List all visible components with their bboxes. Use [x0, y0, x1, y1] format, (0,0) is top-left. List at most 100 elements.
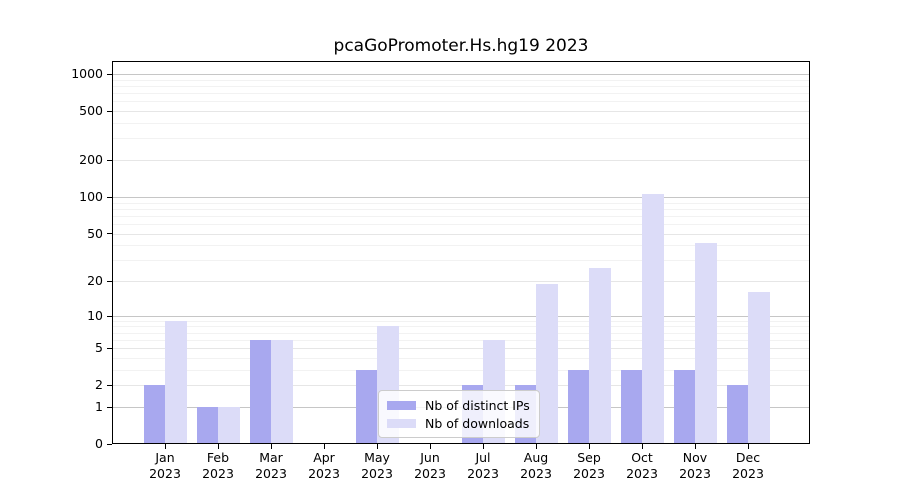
x-label-year: 2023 [202, 466, 234, 481]
gridline-minor-800 [113, 86, 809, 87]
x-tick-label-jul: Jul 2023 [453, 450, 513, 482]
x-tick-feb [218, 444, 219, 449]
x-tick-label-jun: Jun 2023 [400, 450, 460, 482]
x-label-year: 2023 [626, 466, 658, 481]
gridline-minor-80 [113, 208, 809, 210]
x-tick-apr [324, 444, 325, 449]
legend-label-downloads: Nb of downloads [425, 415, 530, 431]
legend-row-distinct-ips: Nb of distinct IPs [387, 396, 530, 414]
x-tick-label-nov: Nov 2023 [665, 450, 725, 482]
x-label-month: Nov [682, 450, 708, 465]
y-tick-label-20: 20 [87, 273, 103, 288]
y-tick-10 [107, 316, 112, 317]
x-label-month: Dec [735, 450, 761, 465]
bar-downloads-mar [271, 339, 293, 443]
bar-downloads-nov [695, 242, 717, 443]
gridline-20 [113, 281, 809, 282]
y-tick-50 [107, 233, 112, 234]
gridline-100 [113, 196, 809, 198]
bar-distinct-ips-oct [620, 369, 642, 443]
y-tick-label-500: 500 [79, 103, 103, 119]
x-label-year: 2023 [255, 466, 287, 481]
x-tick-dec [748, 444, 749, 449]
gridline-minor-9 [113, 320, 809, 322]
y-tick-label-5: 5 [95, 340, 103, 356]
x-label-month: Jan [155, 450, 175, 465]
y-tick-1 [107, 407, 112, 408]
y-tick-label-2: 2 [95, 377, 103, 393]
x-label-month: Jun [420, 450, 440, 465]
x-label-year: 2023 [467, 466, 499, 481]
bar-distinct-ips-feb [196, 406, 218, 443]
y-tick-200 [107, 160, 112, 161]
legend-swatch-downloads [387, 418, 416, 428]
gridline-1000 [113, 74, 809, 75]
x-tick-label-may: May 2023 [347, 450, 407, 482]
gridline-minor-400 [113, 123, 809, 124]
x-tick-label-mar: Mar 2023 [241, 450, 301, 482]
gridline-minor-6 [113, 339, 809, 341]
y-tick-0 [107, 444, 112, 445]
legend-row-downloads: Nb of downloads [387, 414, 530, 432]
x-label-year: 2023 [573, 466, 605, 481]
gridline-10 [113, 315, 809, 317]
bar-downloads-jan [165, 320, 187, 443]
bar-distinct-ips-nov [673, 369, 695, 443]
gridline-minor-4 [113, 357, 809, 359]
x-tick-label-apr: Apr 2023 [294, 450, 354, 482]
bar-distinct-ips-sep [567, 369, 589, 443]
x-label-year: 2023 [679, 466, 711, 481]
x-tick-label-aug: Aug 2023 [506, 450, 566, 482]
x-tick-aug [536, 444, 537, 449]
gridline-minor-7 [113, 332, 809, 334]
x-label-year: 2023 [361, 466, 393, 481]
y-tick-label-50: 50 [87, 225, 103, 241]
y-tick-label-100: 100 [79, 188, 103, 204]
x-label-year: 2023 [149, 466, 181, 481]
y-tick-500 [107, 111, 112, 112]
x-label-month: Feb [206, 450, 230, 465]
x-label-year: 2023 [308, 466, 340, 481]
x-label-month: Sep [577, 450, 601, 465]
y-tick-100 [107, 197, 112, 198]
x-tick-sep [589, 444, 590, 449]
x-tick-label-sep: Sep 2023 [559, 450, 619, 482]
gridline-minor-30 [113, 260, 809, 262]
bar-distinct-ips-mar [249, 339, 271, 443]
bar-downloads-dec [748, 292, 770, 443]
gridline-minor-60 [113, 223, 809, 225]
x-tick-jul [483, 444, 484, 449]
bar-downloads-feb [218, 406, 240, 443]
bar-downloads-sep [589, 267, 611, 443]
x-tick-mar [271, 444, 272, 449]
legend-label-distinct-ips: Nb of distinct IPs [425, 397, 530, 413]
x-label-year: 2023 [732, 466, 764, 481]
x-tick-label-jan: Jan 2023 [135, 450, 195, 482]
x-tick-may [377, 444, 378, 449]
gridline-minor-8 [113, 326, 809, 328]
x-label-month: Jul [475, 450, 491, 465]
gridline-minor-70 [113, 215, 809, 217]
x-tick-label-oct: Oct 2023 [612, 450, 672, 482]
y-tick-label-10: 10 [87, 307, 103, 323]
gridline-2 [113, 385, 809, 387]
gridline-minor-900 [113, 79, 809, 81]
gridline-minor-700 [113, 93, 809, 95]
bar-downloads-oct [642, 194, 664, 443]
x-tick-nov [695, 444, 696, 449]
gridline-minor-300 [113, 138, 809, 140]
y-tick-label-0: 0 [95, 436, 103, 451]
gridline-minor-600 [113, 101, 809, 103]
x-label-year: 2023 [414, 466, 446, 481]
y-tick-label-200: 200 [79, 152, 103, 167]
chart-title: pcaGoPromoter.Hs.hg19 2023 [333, 36, 589, 56]
x-label-month: Apr [313, 450, 335, 465]
y-tick-20 [107, 281, 112, 282]
gridline-50 [113, 233, 809, 235]
x-label-month: May [364, 450, 390, 465]
gridline-minor-90 [113, 202, 809, 204]
gridline-minor-40 [113, 245, 809, 247]
y-tick-label-1: 1 [95, 398, 103, 414]
x-tick-oct [642, 444, 643, 449]
